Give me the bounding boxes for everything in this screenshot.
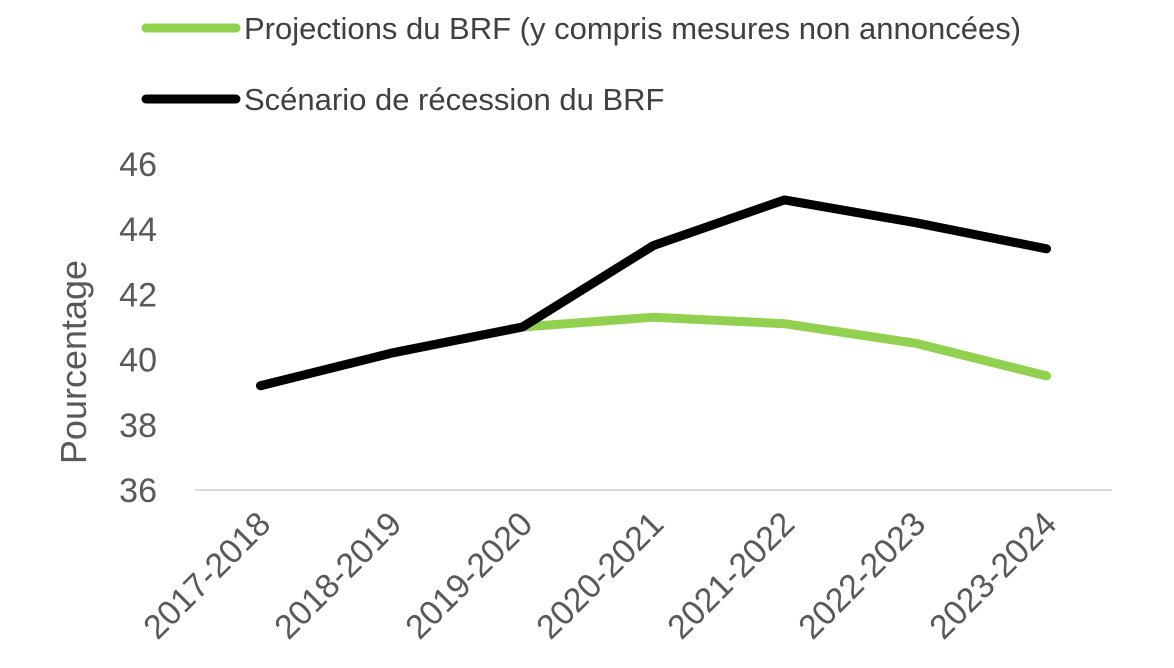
x-tick-label: 2022-2023: [791, 505, 933, 647]
data-point: [1045, 374, 1048, 377]
y-axis-label: Pourcentage: [53, 260, 94, 464]
x-tick-label: 2018-2019: [267, 505, 409, 647]
series-line-1: [256, 195, 1051, 391]
x-tick-label: 2021-2022: [660, 505, 802, 647]
data-point: [521, 326, 524, 328]
data-point: [783, 198, 786, 201]
y-axis-ticks: 36 38 40 42 44 46: [119, 146, 157, 510]
data-point: [914, 342, 917, 345]
y-tick-label: 46: [119, 146, 157, 184]
data-point: [259, 384, 262, 387]
series-lines: [256, 195, 1051, 391]
x-tick-label: 2019-2020: [398, 505, 540, 647]
y-tick-label: 36: [119, 472, 157, 510]
legend-entry: Scénario de récession du BRF: [244, 82, 664, 117]
y-tick-label: 44: [119, 211, 157, 249]
y-tick-label: 40: [119, 342, 157, 380]
y-tick-label: 38: [119, 407, 157, 445]
legend: Projections du BRF (y compris mesures no…: [141, 11, 1021, 117]
data-point: [914, 221, 917, 224]
data-point: [783, 322, 786, 325]
series-line-0: [256, 312, 1051, 391]
x-axis-ticks: 2017-20182018-20192019-20202020-20212021…: [136, 505, 1064, 647]
x-tick-label: 2017-2018: [136, 505, 278, 647]
legend-entry: Projections du BRF (y compris mesures no…: [244, 11, 1021, 46]
data-point: [652, 316, 655, 319]
data-point: [652, 244, 655, 247]
data-point: [1045, 247, 1048, 250]
x-tick-label: 2023-2024: [922, 505, 1064, 647]
y-tick-label: 42: [119, 276, 157, 314]
x-tick-label: 2020-2021: [529, 505, 671, 647]
data-point: [390, 352, 393, 355]
